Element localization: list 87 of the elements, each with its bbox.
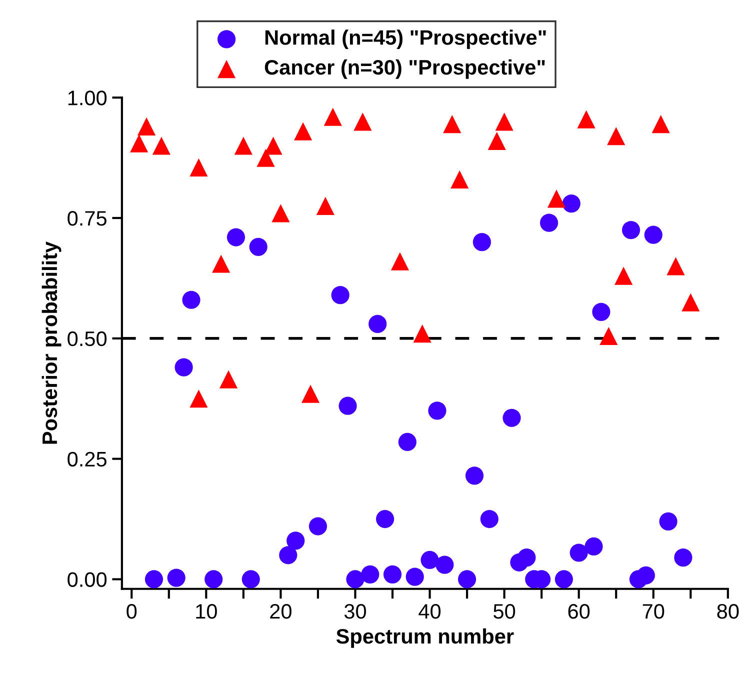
point bbox=[137, 117, 156, 136]
point bbox=[413, 324, 432, 343]
point bbox=[577, 110, 596, 128]
x-tick-label: 0 bbox=[126, 604, 137, 619]
point bbox=[458, 570, 476, 588]
point bbox=[308, 517, 328, 536]
y-tick-label: 1.00 bbox=[68, 90, 107, 106]
y-tick-label: 0.50 bbox=[68, 331, 107, 346]
x-tick-label: 50 bbox=[494, 604, 516, 619]
point bbox=[495, 112, 514, 131]
x-tick-label: 30 bbox=[344, 604, 366, 619]
point bbox=[554, 570, 573, 588]
point bbox=[443, 115, 462, 134]
point bbox=[331, 286, 350, 304]
point bbox=[190, 390, 208, 408]
point bbox=[234, 136, 252, 155]
x-tick-label: 20 bbox=[270, 604, 292, 619]
point bbox=[249, 238, 268, 256]
point bbox=[622, 220, 640, 240]
point bbox=[682, 293, 700, 312]
point bbox=[607, 127, 626, 146]
x-tick-label: 10 bbox=[196, 604, 217, 619]
point bbox=[659, 512, 678, 530]
point bbox=[182, 290, 200, 309]
point bbox=[144, 570, 164, 588]
point bbox=[674, 548, 692, 567]
x-tick-label: 70 bbox=[642, 604, 664, 619]
point bbox=[584, 537, 603, 556]
point bbox=[346, 570, 364, 588]
point bbox=[547, 190, 566, 208]
point bbox=[167, 568, 186, 587]
point bbox=[212, 254, 230, 273]
point bbox=[420, 550, 439, 570]
x-tick-label: 40 bbox=[418, 604, 441, 619]
point bbox=[376, 510, 394, 528]
point bbox=[600, 326, 618, 346]
point bbox=[301, 384, 320, 403]
point bbox=[174, 358, 193, 376]
point bbox=[570, 544, 588, 562]
point bbox=[436, 556, 454, 574]
point bbox=[272, 204, 290, 222]
x-tick-label: 80 bbox=[717, 604, 739, 619]
point bbox=[361, 565, 380, 584]
point bbox=[294, 122, 312, 140]
point bbox=[450, 170, 469, 189]
point bbox=[152, 136, 170, 155]
x-axis-title: Spectrum number bbox=[336, 628, 514, 648]
point bbox=[398, 432, 416, 452]
point bbox=[472, 233, 491, 252]
point bbox=[219, 370, 238, 388]
point bbox=[256, 148, 275, 167]
point bbox=[130, 134, 148, 152]
point bbox=[636, 566, 655, 584]
point bbox=[316, 196, 334, 216]
y-tick-label: 0.75 bbox=[68, 211, 106, 226]
point bbox=[368, 314, 387, 334]
legend-label: Cancer (n=30) "Prospective" bbox=[264, 59, 545, 79]
y-tick-label: 0.00 bbox=[68, 572, 107, 587]
legend-label: Normal (n=45) "Prospective" bbox=[265, 30, 546, 49]
point bbox=[480, 510, 498, 528]
point bbox=[488, 132, 506, 150]
point bbox=[286, 532, 305, 550]
point bbox=[204, 570, 223, 588]
point bbox=[428, 402, 446, 420]
point bbox=[324, 108, 342, 126]
point bbox=[644, 226, 662, 244]
point bbox=[592, 302, 610, 321]
point bbox=[338, 396, 357, 415]
point bbox=[279, 546, 298, 564]
y-tick-label: 0.25 bbox=[68, 452, 106, 467]
point bbox=[390, 252, 410, 270]
point bbox=[562, 194, 580, 213]
point bbox=[518, 548, 536, 567]
x-tick-label: 60 bbox=[568, 604, 590, 619]
point bbox=[242, 570, 260, 588]
y-axis-title: Posterior probability bbox=[42, 241, 62, 444]
point bbox=[465, 466, 484, 485]
point bbox=[383, 565, 402, 584]
point bbox=[190, 158, 208, 176]
point bbox=[502, 408, 521, 427]
point bbox=[614, 266, 633, 285]
point bbox=[652, 115, 670, 134]
point bbox=[226, 228, 246, 246]
point bbox=[354, 112, 372, 131]
point bbox=[540, 214, 558, 232]
point bbox=[666, 257, 685, 276]
point bbox=[406, 568, 424, 586]
